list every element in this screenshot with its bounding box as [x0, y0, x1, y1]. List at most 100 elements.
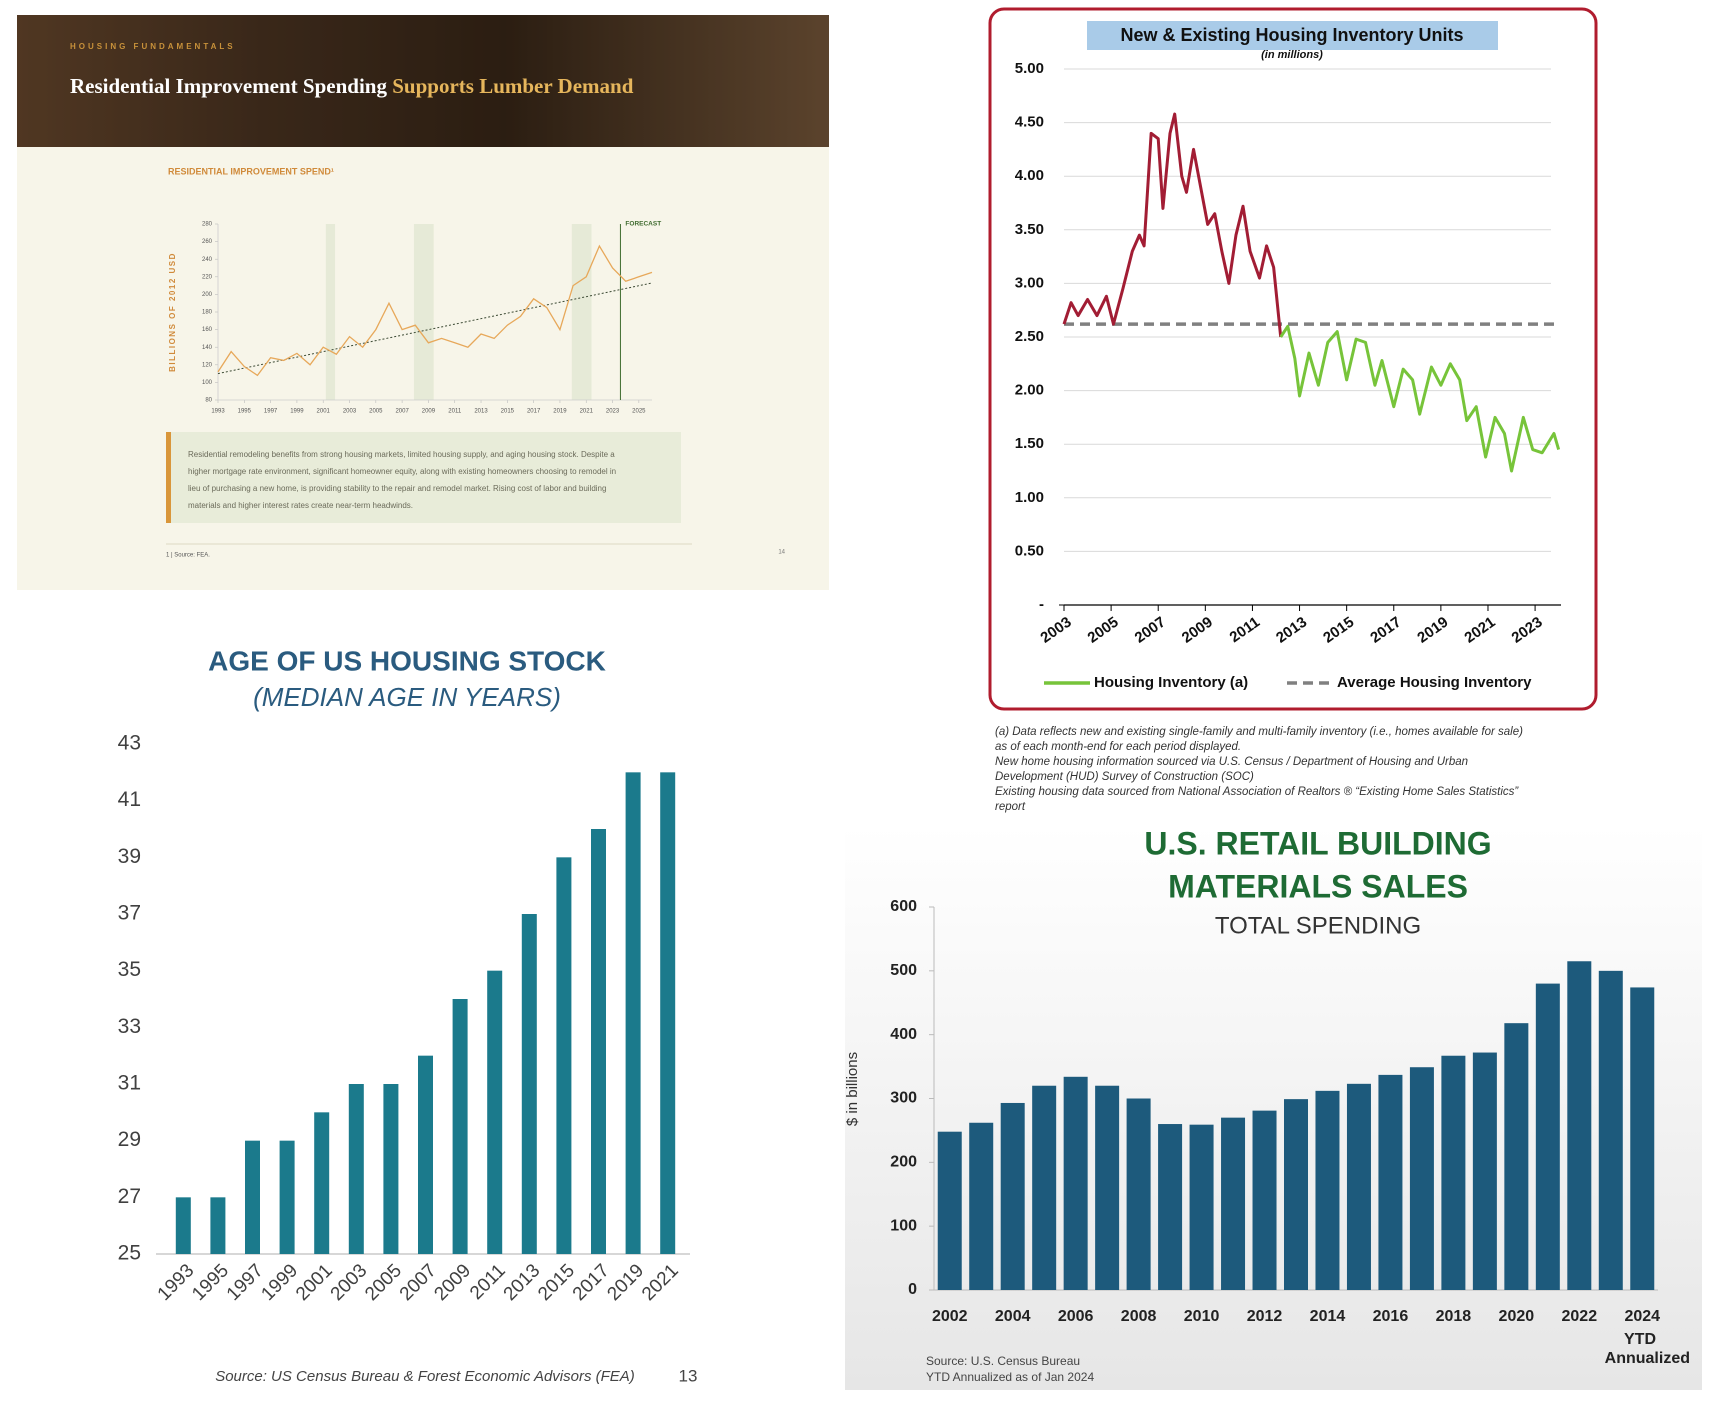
y-tick-label: 31: [118, 1072, 141, 1095]
x-tick-label: 2003: [327, 1260, 372, 1305]
x-tick-label: 2011: [448, 409, 462, 415]
x-tick-label: 1999: [290, 409, 304, 415]
x-tick-label: 2006: [1058, 1308, 1094, 1325]
x-tick-label: 1999: [257, 1260, 302, 1305]
y-tick-label: 160: [202, 327, 213, 333]
y-tick-label: 25: [118, 1242, 141, 1265]
bar: [1378, 1074, 1403, 1290]
body-text: materials and higher interest rates crea…: [188, 501, 413, 510]
bar: [487, 970, 503, 1254]
bar: [625, 772, 641, 1254]
x-tick-label: 2002: [932, 1308, 968, 1325]
shaded-period: [413, 224, 434, 400]
bar: [937, 1131, 962, 1290]
annotation: YTD: [1624, 1331, 1656, 1348]
x-tick-label: 1997: [264, 409, 278, 415]
page-number: 14: [778, 550, 785, 556]
slide-title: Residential Improvement Spending Support…: [70, 74, 634, 98]
bar: [1252, 1110, 1277, 1290]
x-tick-label: 2009: [430, 1260, 475, 1305]
bar: [1598, 970, 1623, 1290]
y-tick-label: 3.00: [1015, 274, 1044, 291]
chart-frame: [988, 7, 1598, 711]
footnote: Development (HUD) Survey of Construction…: [995, 771, 1254, 783]
x-tick-label: 2017: [569, 1260, 614, 1305]
y-tick-label: 120: [202, 362, 213, 368]
x-tick-label: 2008: [1121, 1308, 1157, 1325]
x-tick-label: 2021: [580, 409, 594, 415]
x-tick-label: 2019: [603, 1260, 648, 1305]
bar: [1000, 1102, 1025, 1290]
bar: [660, 772, 676, 1254]
data-line: [1062, 112, 1283, 338]
x-tick-label: 1997: [223, 1260, 268, 1305]
bar: [1063, 1076, 1088, 1290]
header-banner: [17, 15, 829, 147]
x-tick-label: 1995: [188, 1260, 233, 1305]
y-tick-label: 200: [202, 292, 213, 298]
x-tick-label: 2001: [292, 1260, 337, 1305]
title-part: Residential Improvement Spending: [70, 74, 387, 98]
forecast-label: FORECAST: [625, 221, 661, 228]
page-number: 13: [679, 1366, 698, 1385]
y-tick-label: 100: [202, 380, 213, 386]
y-tick-label: 2.00: [1015, 382, 1044, 399]
y-tick-label: 600: [890, 898, 917, 915]
chart-title: New & Existing Housing Inventory Units: [1120, 25, 1463, 45]
bar: [1158, 1124, 1183, 1290]
bar: [1315, 1090, 1340, 1290]
y-tick-label: 4.00: [1015, 167, 1044, 184]
x-tick-label: 1995: [238, 409, 252, 415]
header-shade: [17, 15, 829, 147]
x-tick-label: 2015: [534, 1260, 579, 1305]
bar: [348, 1084, 364, 1254]
bar: [1630, 987, 1655, 1290]
x-tick-label: 2012: [1247, 1308, 1283, 1325]
x-tick-label: 2017: [527, 409, 541, 415]
text-box-accent: [166, 432, 171, 523]
chart-title: RESIDENTIAL IMPROVEMENT SPEND¹: [168, 166, 334, 176]
bar: [1409, 1067, 1434, 1290]
y-tick-label: 240: [202, 257, 213, 263]
bar: [1441, 1055, 1466, 1290]
bar: [969, 1122, 994, 1290]
source: Source: US Census Bureau & Forest Econom…: [215, 1368, 635, 1385]
y-tick-label: 2.50: [1015, 328, 1044, 345]
bar: [210, 1197, 226, 1254]
y-tick-label: -: [1039, 596, 1044, 613]
text-box: [166, 432, 681, 523]
bar: [314, 1112, 330, 1254]
chart-subtitle: (MEDIAN AGE IN YEARS): [253, 682, 561, 712]
y-tick-label: 4.50: [1015, 114, 1044, 131]
y-tick-label: 43: [118, 732, 141, 755]
x-tick-label: 2003: [343, 409, 357, 415]
chart-title: AGE OF US HOUSING STOCK: [208, 645, 606, 676]
x-tick-label: 2024: [1624, 1308, 1660, 1325]
y-tick-label: 0: [908, 1281, 917, 1298]
bar: [1504, 1023, 1529, 1290]
x-tick-label: 2018: [1436, 1308, 1472, 1325]
bar: [1535, 983, 1560, 1290]
y-tick-label: 5.00: [1015, 60, 1044, 77]
bar: [245, 1140, 260, 1254]
title-highlight: Supports Lumber Demand: [392, 74, 633, 98]
trend-line: [217, 282, 653, 375]
y-axis-label: $ in billions: [844, 1052, 861, 1126]
x-tick-label: 2007: [396, 1260, 441, 1305]
bar: [591, 829, 606, 1254]
footnote: as of each month-end for each period dis…: [995, 741, 1241, 753]
x-tick-label: 2019: [553, 409, 567, 415]
y-tick-label: 33: [118, 1015, 141, 1038]
footnote: report: [995, 801, 1026, 813]
footnote: Existing housing data sourced from Natio…: [995, 786, 1519, 798]
bar: [418, 1055, 433, 1254]
data-line: [217, 244, 653, 377]
x-tick-label: 2001: [317, 409, 331, 415]
y-tick-label: 400: [890, 1026, 917, 1043]
y-tick-label: 220: [202, 274, 213, 280]
bar: [452, 999, 468, 1254]
y-tick-label: 3.50: [1015, 221, 1044, 238]
x-tick-label: 2015: [501, 409, 515, 415]
bar: [1284, 1099, 1308, 1290]
shaded-period: [325, 224, 336, 400]
